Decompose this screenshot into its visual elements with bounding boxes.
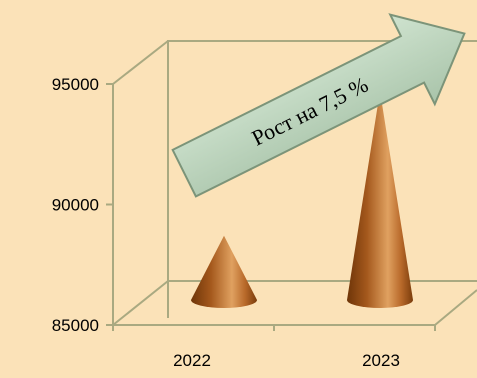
growth-arrow: Рост на 7,5 %: [171, 13, 466, 198]
cone-marks: [191, 91, 413, 308]
y-tick-label: 95000: [52, 75, 99, 94]
y-axis-ticks: 95000 90000 85000: [52, 75, 113, 335]
cone-body: [191, 235, 257, 308]
y-tick-label: 90000: [52, 196, 99, 215]
floor-left-edge: [112, 280, 169, 326]
cone-mark-2023: [347, 91, 413, 308]
x-axis-ticks: 2022 2023: [112, 325, 436, 370]
y-tick-label: 85000: [52, 316, 99, 335]
floor-right-edge: [434, 289, 477, 326]
x-tick-label: 2023: [362, 351, 400, 370]
cone-body: [347, 91, 413, 308]
left-wall: [112, 40, 169, 85]
x-tick-label: 2022: [173, 351, 211, 370]
growth-arrow-shape: [171, 13, 466, 198]
cone-mark-2022: [191, 235, 257, 308]
